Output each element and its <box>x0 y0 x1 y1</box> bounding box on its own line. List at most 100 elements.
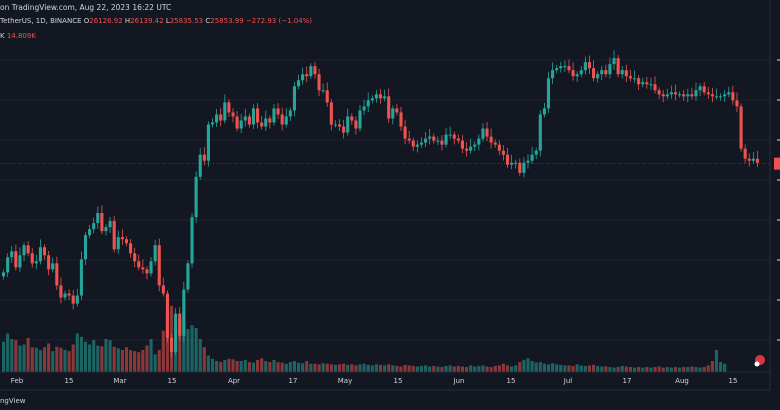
volume-bar <box>247 362 251 372</box>
volume-bar <box>227 358 231 372</box>
candle-body <box>383 96 387 99</box>
candle-body <box>182 289 186 336</box>
volume-bar <box>616 367 620 372</box>
volume-bar <box>698 367 702 372</box>
close-value: 25853.99 <box>210 17 244 25</box>
candle-body <box>665 94 669 97</box>
candle-body <box>637 78 641 85</box>
candle-body <box>202 154 206 161</box>
candle-body <box>251 108 256 125</box>
candle-body <box>321 90 325 92</box>
volume-bar <box>600 366 604 372</box>
volume-bar <box>30 347 34 372</box>
price-scale[interactable] <box>769 0 780 410</box>
candle-body <box>284 116 288 125</box>
candle-body <box>456 138 460 141</box>
candle-body <box>616 58 620 75</box>
volume-bar <box>260 358 264 372</box>
volume-bar <box>370 365 374 372</box>
candle-body <box>673 92 678 95</box>
volume-bar <box>391 365 395 372</box>
candle-body <box>473 144 477 147</box>
volume-bar <box>559 364 563 372</box>
candle-body <box>551 70 555 79</box>
volume-bar <box>551 363 555 372</box>
candle-body <box>83 235 88 260</box>
candle-body <box>526 160 530 163</box>
candle-body <box>542 108 546 115</box>
candle-body <box>477 138 481 145</box>
candle-body <box>522 162 526 173</box>
candle-body <box>2 272 6 277</box>
candle-body <box>510 162 514 165</box>
volume-bar <box>489 367 493 372</box>
candle-body <box>710 94 714 97</box>
candle-body <box>260 122 264 127</box>
volume-bar <box>612 367 616 372</box>
volume-bar <box>309 363 313 372</box>
candle-body <box>63 293 67 298</box>
close-label: C <box>205 17 211 25</box>
volume-bar <box>665 367 669 372</box>
volume-bar <box>137 352 141 372</box>
volume-bar <box>10 339 14 372</box>
candle-body <box>59 285 63 298</box>
volume-bar <box>526 358 530 372</box>
volume-bar <box>2 341 6 372</box>
volume-bar <box>645 367 649 372</box>
volume-bar <box>403 364 407 372</box>
volume-bar <box>264 361 268 372</box>
candle-body <box>596 74 600 79</box>
candle-body <box>579 70 583 75</box>
candle-body <box>563 66 567 68</box>
candle-body <box>42 247 47 256</box>
candle-body <box>624 70 628 77</box>
volume-bar <box>280 362 284 372</box>
candle-body <box>34 261 38 264</box>
candle-body <box>424 138 428 143</box>
volume-legend: K 14.809K <box>0 32 36 40</box>
volume-bar <box>88 344 92 372</box>
volume-bar <box>129 350 133 372</box>
volume-bar <box>362 363 366 372</box>
candle-body <box>374 94 378 99</box>
volume-bar <box>38 350 42 372</box>
volume-bar <box>407 365 411 372</box>
candle-body <box>518 162 522 173</box>
volume-bar <box>182 311 186 372</box>
volume-bar <box>96 345 100 372</box>
volume-bar <box>83 341 88 372</box>
candle-body <box>88 229 92 236</box>
time-axis-label: Feb <box>11 377 24 385</box>
candle-body <box>698 86 702 91</box>
volume-bar <box>387 364 391 372</box>
candle-body <box>75 295 79 304</box>
candle-body <box>100 213 104 232</box>
candle-body <box>55 263 59 286</box>
candle-body <box>628 76 632 79</box>
candle-body <box>378 94 383 99</box>
volume-bar <box>587 365 592 372</box>
volume-bar <box>440 367 444 372</box>
volume-bar <box>219 362 223 372</box>
candle-body <box>505 154 510 165</box>
candle-body <box>669 92 673 95</box>
volume-bar <box>317 364 321 372</box>
open-value: 26126.92 <box>89 17 123 25</box>
volume-bar <box>292 361 297 372</box>
volume-bar <box>534 362 538 372</box>
candle-body <box>600 70 604 75</box>
volume-bar <box>456 365 460 372</box>
candle-body <box>124 239 129 244</box>
candle-body <box>276 108 280 115</box>
candle-body <box>30 253 34 264</box>
volume-bar <box>632 367 637 372</box>
volume-bar <box>460 366 464 372</box>
candle-body <box>104 227 108 232</box>
volume-bar <box>313 363 317 372</box>
volume-bar <box>75 333 79 372</box>
candle-body <box>239 120 243 129</box>
tradingview-brand[interactable]: ngView <box>0 397 26 405</box>
candle-body <box>604 70 608 75</box>
